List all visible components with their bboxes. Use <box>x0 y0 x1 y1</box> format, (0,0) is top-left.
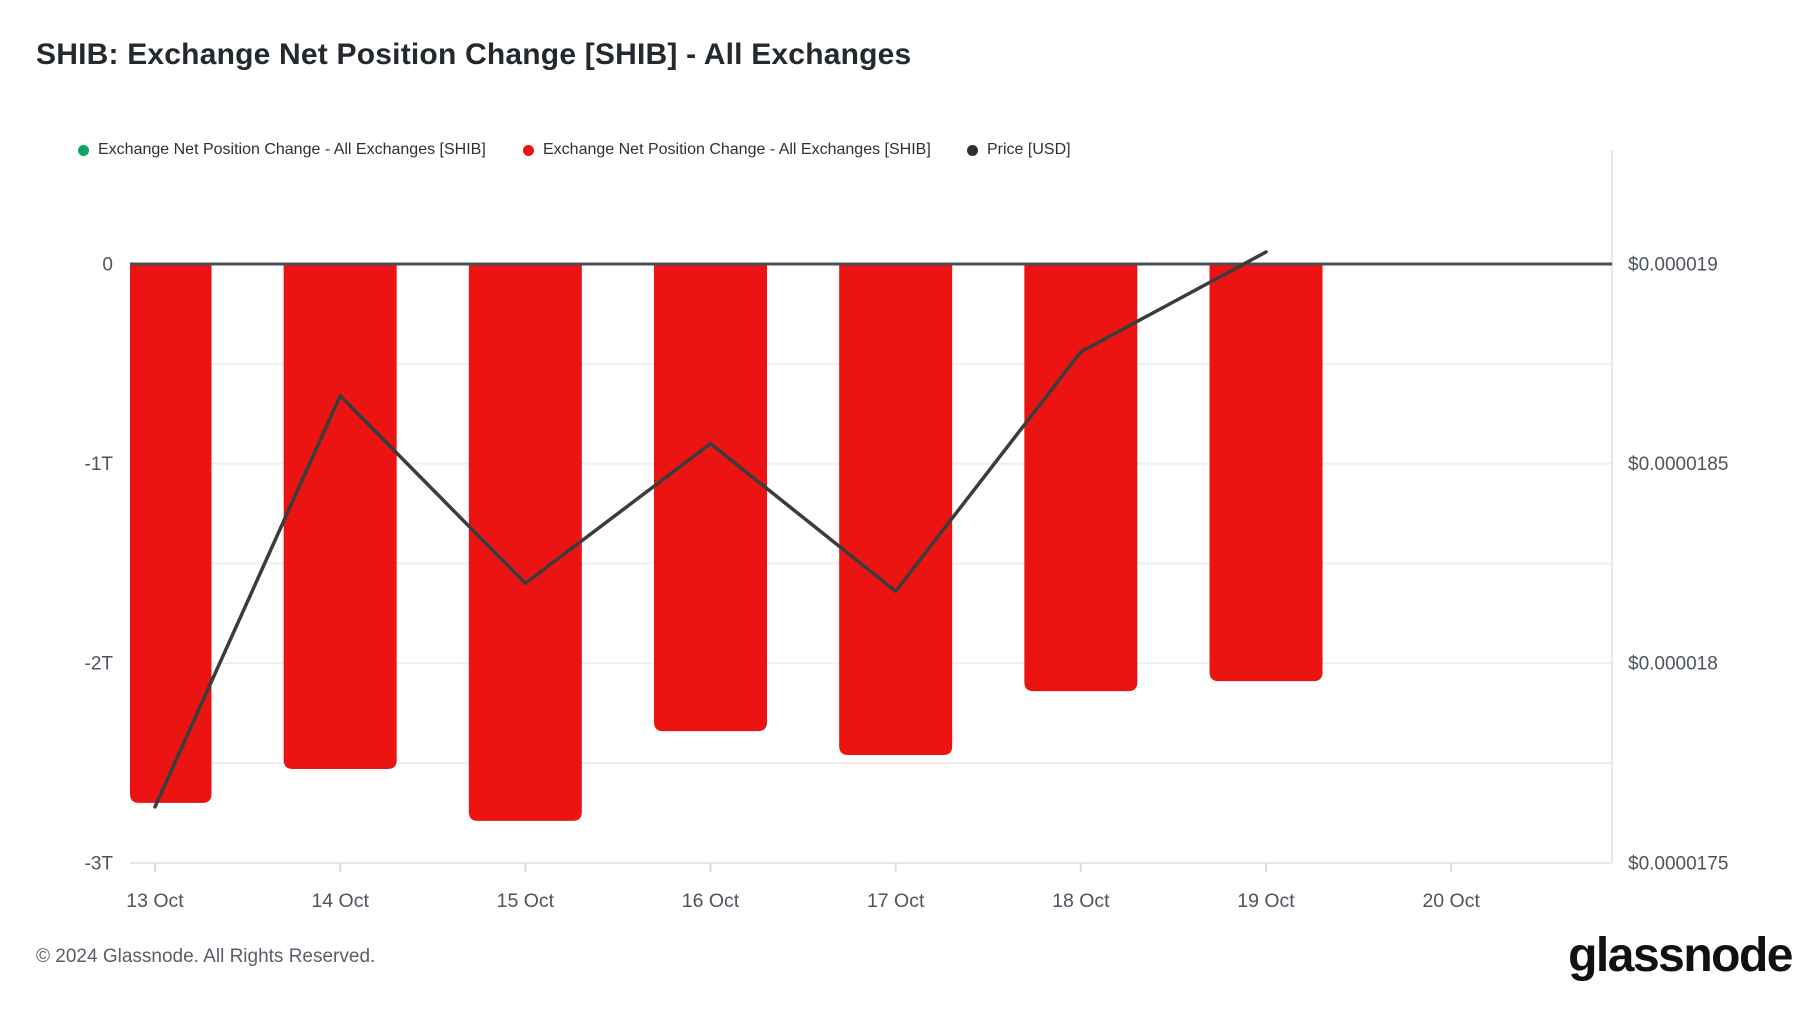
legend-label: Exchange Net Position Change - All Excha… <box>98 141 486 158</box>
price-line[interactable] <box>153 250 1268 809</box>
legend-item-net-position-red[interactable]: Exchange Net Position Change - All Excha… <box>523 141 931 159</box>
left-axis-label: -1T <box>85 454 114 475</box>
legend-dot-green-icon <box>78 144 89 156</box>
right-axis-label: $0.0000185 <box>1628 454 1728 475</box>
bar-19-oct[interactable] <box>1209 265 1323 682</box>
x-axis-label: 18 Oct <box>1052 890 1110 912</box>
copyright-text: © 2024 Glassnode. All Rights Reserved. <box>36 946 376 967</box>
left-axis-label: 0 <box>102 255 113 276</box>
bar-15-oct[interactable] <box>468 265 582 821</box>
legend-dot-dark-icon <box>967 144 978 156</box>
left-axis-label: -3T <box>85 853 114 874</box>
bar-18-oct[interactable] <box>1024 265 1138 692</box>
legend-label: Price [USD] <box>987 141 1071 158</box>
x-axis-label: 17 Oct <box>867 890 925 912</box>
glassnode-logo: glassnode <box>1568 929 1793 982</box>
x-axis-label: 19 Oct <box>1237 890 1295 912</box>
legend-item-price-usd[interactable]: Price [USD] <box>967 141 1071 159</box>
right-axis-label: $0.0000175 <box>1628 853 1728 874</box>
legend-label: Exchange Net Position Change - All Excha… <box>543 141 931 158</box>
x-axis-label: 16 Oct <box>682 890 740 912</box>
bar-13-oct[interactable] <box>130 265 212 803</box>
x-axis-label: 20 Oct <box>1422 890 1480 912</box>
bar-17-oct[interactable] <box>839 265 953 756</box>
legend-item-net-position-green[interactable]: Exchange Net Position Change - All Excha… <box>78 141 486 159</box>
x-axis-label: 14 Oct <box>311 890 369 912</box>
right-axis-label: $0.000019 <box>1628 255 1718 276</box>
x-axis-label: 13 Oct <box>126 890 184 912</box>
bar-16-oct[interactable] <box>654 265 768 732</box>
bar-14-oct[interactable] <box>283 265 397 769</box>
right-axis-label: $0.000018 <box>1628 654 1718 675</box>
legend-dot-red-icon <box>523 144 534 156</box>
x-axis-label: 15 Oct <box>497 890 555 912</box>
left-axis-label: -2T <box>85 654 114 675</box>
page-title: SHIB: Exchange Net Position Change [SHIB… <box>36 38 912 71</box>
